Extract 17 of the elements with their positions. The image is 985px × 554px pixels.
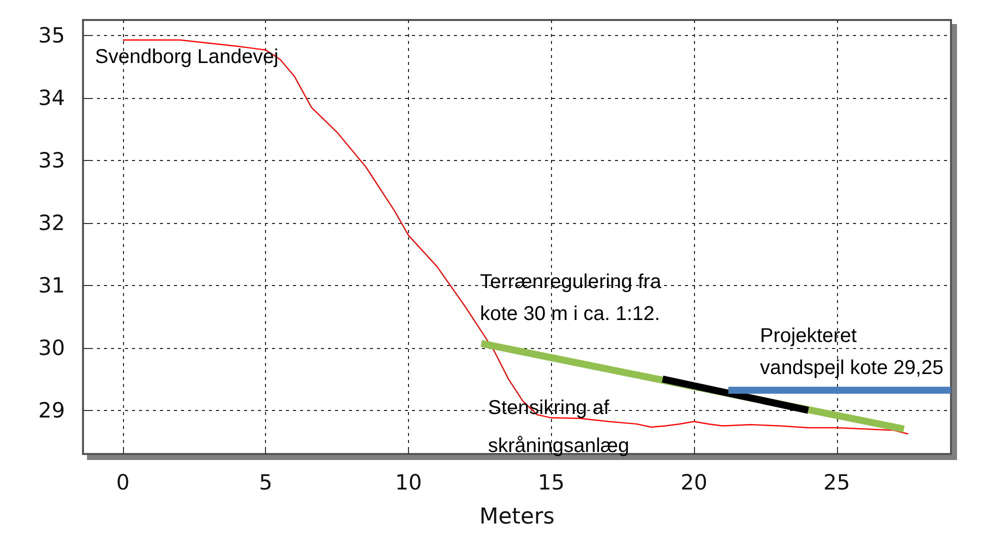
x-tick-label: 15 — [538, 470, 565, 494]
x-tick-label: 0 — [116, 470, 130, 494]
x-tick-label: 5 — [259, 470, 272, 494]
y-tick-label: 35 — [38, 24, 65, 48]
annotation: Projekteret vandspejl kote 29,25 — [760, 325, 944, 379]
annotation: Terrænregulering fra kote 30 m i ca. 1:12. — [480, 271, 662, 325]
y-tick-label: 34 — [38, 86, 65, 110]
y-tick-label: 29 — [38, 398, 65, 422]
y-tick-label: 33 — [38, 148, 65, 173]
annotation: Svendborg Landevej — [95, 46, 278, 68]
x-axis-title: Meters — [479, 504, 555, 530]
y-tick-label: 31 — [38, 273, 65, 298]
x-tick-label: 10 — [395, 470, 422, 494]
x-tick-label: 20 — [680, 470, 708, 494]
y-tick-label: 32 — [38, 210, 65, 235]
y-tick-label: 30 — [38, 336, 65, 360]
x-tick-label: 25 — [823, 470, 850, 494]
